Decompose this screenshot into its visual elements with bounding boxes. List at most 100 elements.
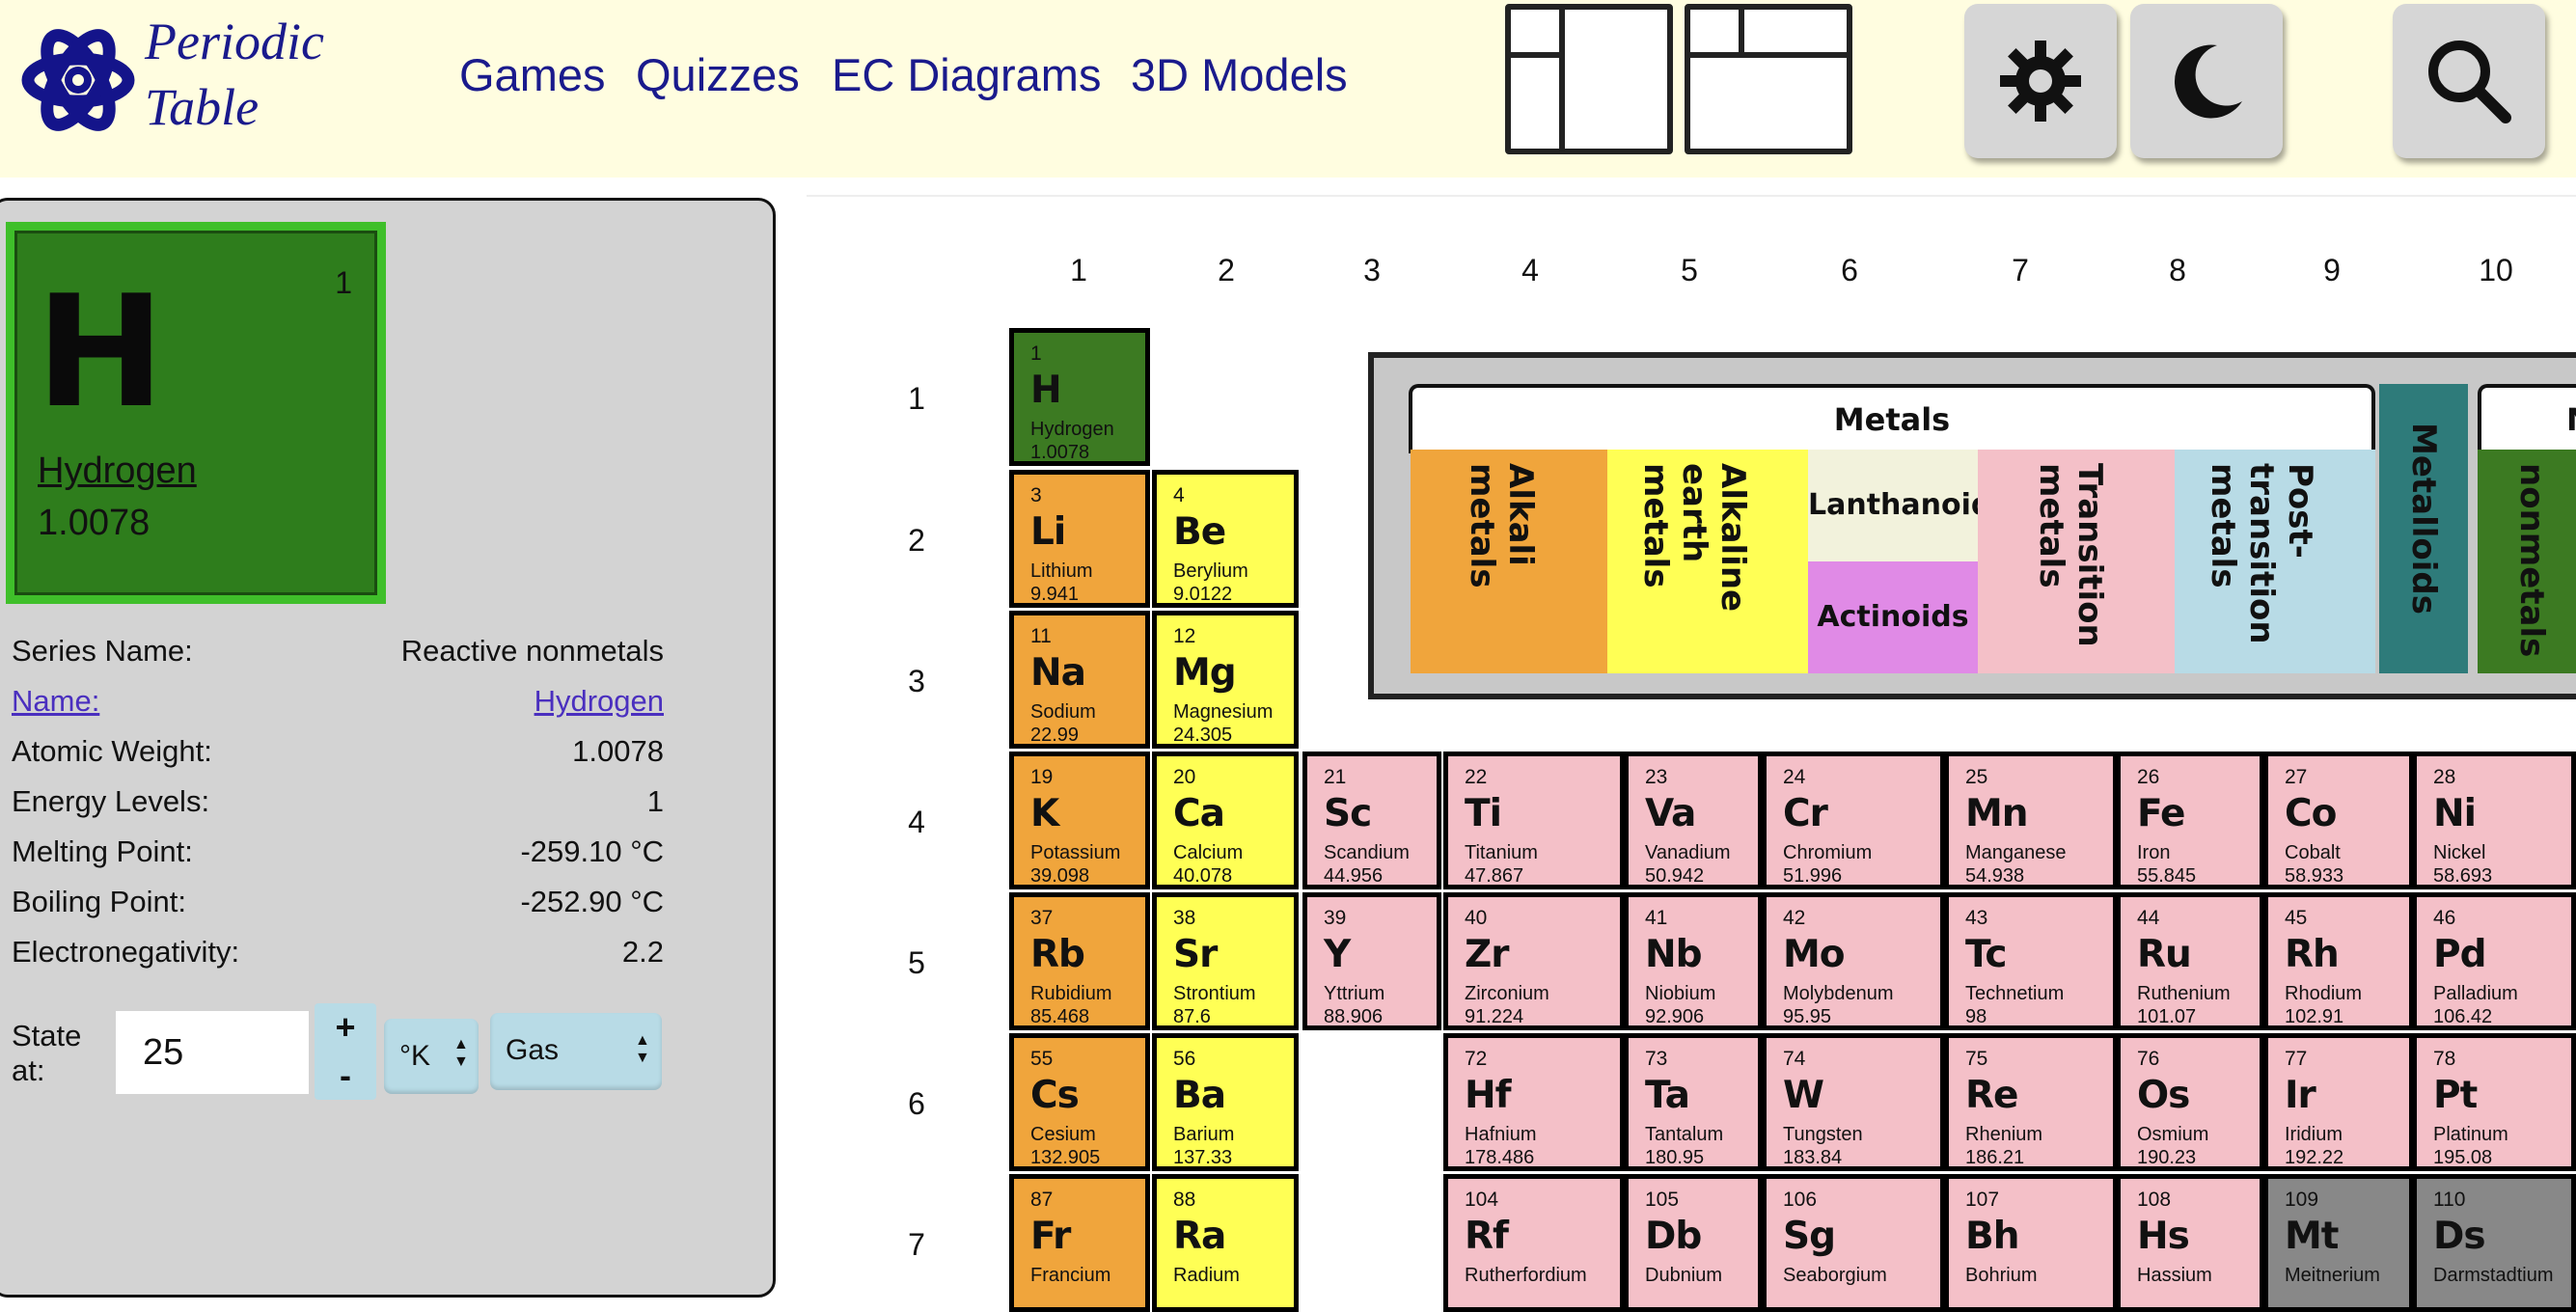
nav-quizzes[interactable]: Quizzes	[636, 49, 800, 100]
element-cell-pd[interactable]: 46 Pd Palladium 106.42	[2412, 892, 2576, 1030]
element-symbol: Mg	[1173, 651, 1237, 695]
element-cell-db[interactable]: 105 Db Dubnium	[1624, 1174, 1763, 1312]
element-cell-mg[interactable]: 12 Mg Magnesium 24.305	[1152, 611, 1299, 749]
legend-lanthanoids[interactable]: Lanthanoids	[1808, 450, 2009, 561]
selected-element-tile: 1 H Hydrogen 1.0078	[6, 222, 386, 604]
element-cell-ni[interactable]: 28 Ni Nickel 58.693	[2412, 752, 2576, 889]
element-cell-li[interactable]: 3 Li Lithium 9.941	[1009, 470, 1150, 608]
element-cell-ca[interactable]: 20 Ca Calcium 40.078	[1152, 752, 1299, 889]
legend-nonmetals[interactable]: nonmetals	[2478, 450, 2576, 673]
atom-icon[interactable]	[21, 17, 135, 143]
atomic-number: 104	[1465, 1189, 1499, 1211]
element-cell-na[interactable]: 11 Na Sodium 22.99	[1009, 611, 1150, 749]
element-cell-fr[interactable]: 87 Fr Francium	[1009, 1174, 1150, 1312]
element-cell-sr[interactable]: 38 Sr Strontium 87.6	[1152, 892, 1299, 1030]
atomic-number: 22	[1465, 766, 1488, 788]
element-cell-y[interactable]: 39 Y Yttrium 88.906	[1302, 892, 1441, 1030]
element-cell-be[interactable]: 4 Be Berylium 9.0122	[1152, 470, 1299, 608]
atomic-number: 55	[1030, 1048, 1054, 1070]
legend-actinoids[interactable]: Actinoids	[1808, 561, 1978, 673]
element-cell-bh[interactable]: 107 Bh Bohrium	[1944, 1174, 2118, 1312]
element-symbol: Cs	[1030, 1074, 1080, 1117]
atomic-weight: 91.224	[1465, 1006, 1524, 1027]
selected-name-link[interactable]: Hydrogen	[38, 451, 197, 491]
unit-select[interactable]: °K ▲ ▼	[384, 1019, 479, 1094]
element-cell-ta[interactable]: 73 Ta Tantalum 180.95	[1624, 1033, 1763, 1171]
increment-button[interactable]: +	[335, 1007, 356, 1047]
element-cell-ra[interactable]: 88 Ra Radium	[1152, 1174, 1299, 1312]
layout-grid-button[interactable]	[1685, 4, 1852, 154]
element-cell-zr[interactable]: 40 Zr Zirconium 91.224	[1443, 892, 1625, 1030]
element-symbol: Mt	[2285, 1215, 2339, 1258]
element-cell-rf[interactable]: 104 Rf Rutherfordium	[1443, 1174, 1625, 1312]
atomic-number: 76	[2137, 1048, 2160, 1070]
atomic-number: 23	[1645, 766, 1668, 788]
element-cell-ti[interactable]: 22 Ti Titanium 47.867	[1443, 752, 1625, 889]
prop-name-label-link[interactable]: Name:	[12, 684, 100, 718]
period-number: 7	[908, 1227, 925, 1262]
element-symbol: Pt	[2433, 1074, 2478, 1117]
element-cell-mn[interactable]: 25 Mn Manganese 54.938	[1944, 752, 2118, 889]
element-cell-tc[interactable]: 43 Tc Technetium 98	[1944, 892, 2118, 1030]
legend-metalloids[interactable]: Metalloids	[2375, 384, 2472, 673]
legend-post-transition-metals[interactable]: Post-transition metals	[2175, 450, 2375, 673]
element-cell-sc[interactable]: 21 Sc Scandium 44.956	[1302, 752, 1441, 889]
element-cell-ir[interactable]: 77 Ir Iridium 192.22	[2263, 1033, 2414, 1171]
nav-3d-models[interactable]: 3D Models	[1131, 49, 1348, 100]
element-cell-fe[interactable]: 26 Fe Iron 55.845	[2116, 752, 2264, 889]
element-cell-mt[interactable]: 109 Mt Meitnerium	[2263, 1174, 2414, 1312]
element-cell-mo[interactable]: 42 Mo Molybdenum 95.95	[1762, 892, 1945, 1030]
element-cell-va[interactable]: 23 Va Vanadium 50.942	[1624, 752, 1763, 889]
element-cell-ds[interactable]: 110 Ds Darmstadtium	[2412, 1174, 2576, 1312]
layout-sidebar-icon	[1511, 10, 1667, 149]
element-name: Manganese	[1965, 842, 2067, 863]
element-symbol: Ti	[1465, 792, 1502, 835]
element-cell-pt[interactable]: 78 Pt Platinum 195.08	[2412, 1033, 2576, 1171]
atomic-weight: 180.95	[1645, 1147, 1705, 1168]
decrement-button[interactable]: -	[340, 1055, 351, 1095]
element-cell-rh[interactable]: 45 Rh Rhodium 102.91	[2263, 892, 2414, 1030]
legend-alkaline-earth-metals[interactable]: Alkaline earth metals	[1607, 450, 1808, 673]
element-cell-hs[interactable]: 108 Hs Hassium	[2116, 1174, 2264, 1312]
element-name: Iridium	[2285, 1124, 2343, 1145]
prop-label: Melting Point:	[12, 834, 193, 868]
element-cell-cs[interactable]: 55 Cs Cesium 132.905	[1009, 1033, 1150, 1171]
search-button[interactable]	[2393, 4, 2545, 158]
element-cell-hf[interactable]: 72 Hf Hafnium 178.486	[1443, 1033, 1625, 1171]
element-cell-os[interactable]: 76 Os Osmium 190.23	[2116, 1033, 2264, 1171]
element-cell-re[interactable]: 75 Re Rhenium 186.21	[1944, 1033, 2118, 1171]
light-theme-button[interactable]	[1964, 4, 2117, 158]
element-cell-cr[interactable]: 24 Cr Chromium 51.996	[1762, 752, 1945, 889]
dark-theme-button[interactable]	[2130, 4, 2283, 158]
atomic-number: 87	[1030, 1189, 1054, 1211]
element-name: Nickel	[2433, 842, 2486, 863]
element-cell-sg[interactable]: 106 Sg Seaborgium	[1762, 1174, 1945, 1312]
atomic-number: 88	[1173, 1189, 1196, 1211]
element-cell-rb[interactable]: 37 Rb Rubidium 85.468	[1009, 892, 1150, 1030]
unit-select-value: °K	[399, 1040, 431, 1072]
element-name: Scandium	[1324, 842, 1410, 863]
nav-games[interactable]: Games	[459, 49, 606, 100]
element-name: Yttrium	[1324, 983, 1385, 1004]
group-number: 9	[2323, 253, 2341, 287]
element-cell-nb[interactable]: 41 Nb Niobium 92.906	[1624, 892, 1763, 1030]
element-cell-h[interactable]: 1 H Hydrogen 1.0078	[1009, 328, 1150, 466]
element-cell-k[interactable]: 19 K Potassium 39.098	[1009, 752, 1150, 889]
element-symbol: Fe	[2137, 792, 2186, 835]
element-name: Strontium	[1173, 983, 1256, 1004]
element-cell-ba[interactable]: 56 Ba Barium 137.33	[1152, 1033, 1299, 1171]
element-name: Ruthenium	[2137, 983, 2231, 1004]
temperature-input[interactable]	[116, 1011, 309, 1094]
element-cell-w[interactable]: 74 W Tungsten 183.84	[1762, 1033, 1945, 1171]
element-cell-ru[interactable]: 44 Ru Ruthenium 101.07	[2116, 892, 2264, 1030]
legend-alkali-metals[interactable]: Alkali metals	[1411, 450, 1607, 673]
atomic-weight: 44.956	[1324, 865, 1384, 887]
legend-transition-metals[interactable]: Transition metals	[1978, 450, 2175, 673]
element-name: Titanium	[1465, 842, 1538, 863]
nav-ec-diagrams[interactable]: EC Diagrams	[832, 49, 1102, 100]
phase-select[interactable]: Gas ▲ ▼	[490, 1013, 662, 1090]
element-symbol: Ra	[1173, 1215, 1226, 1258]
element-cell-co[interactable]: 27 Co Cobalt 58.933	[2263, 752, 2414, 889]
layout-sidebar-button[interactable]	[1505, 4, 1673, 154]
prop-name-value-link[interactable]: Hydrogen	[534, 684, 664, 718]
